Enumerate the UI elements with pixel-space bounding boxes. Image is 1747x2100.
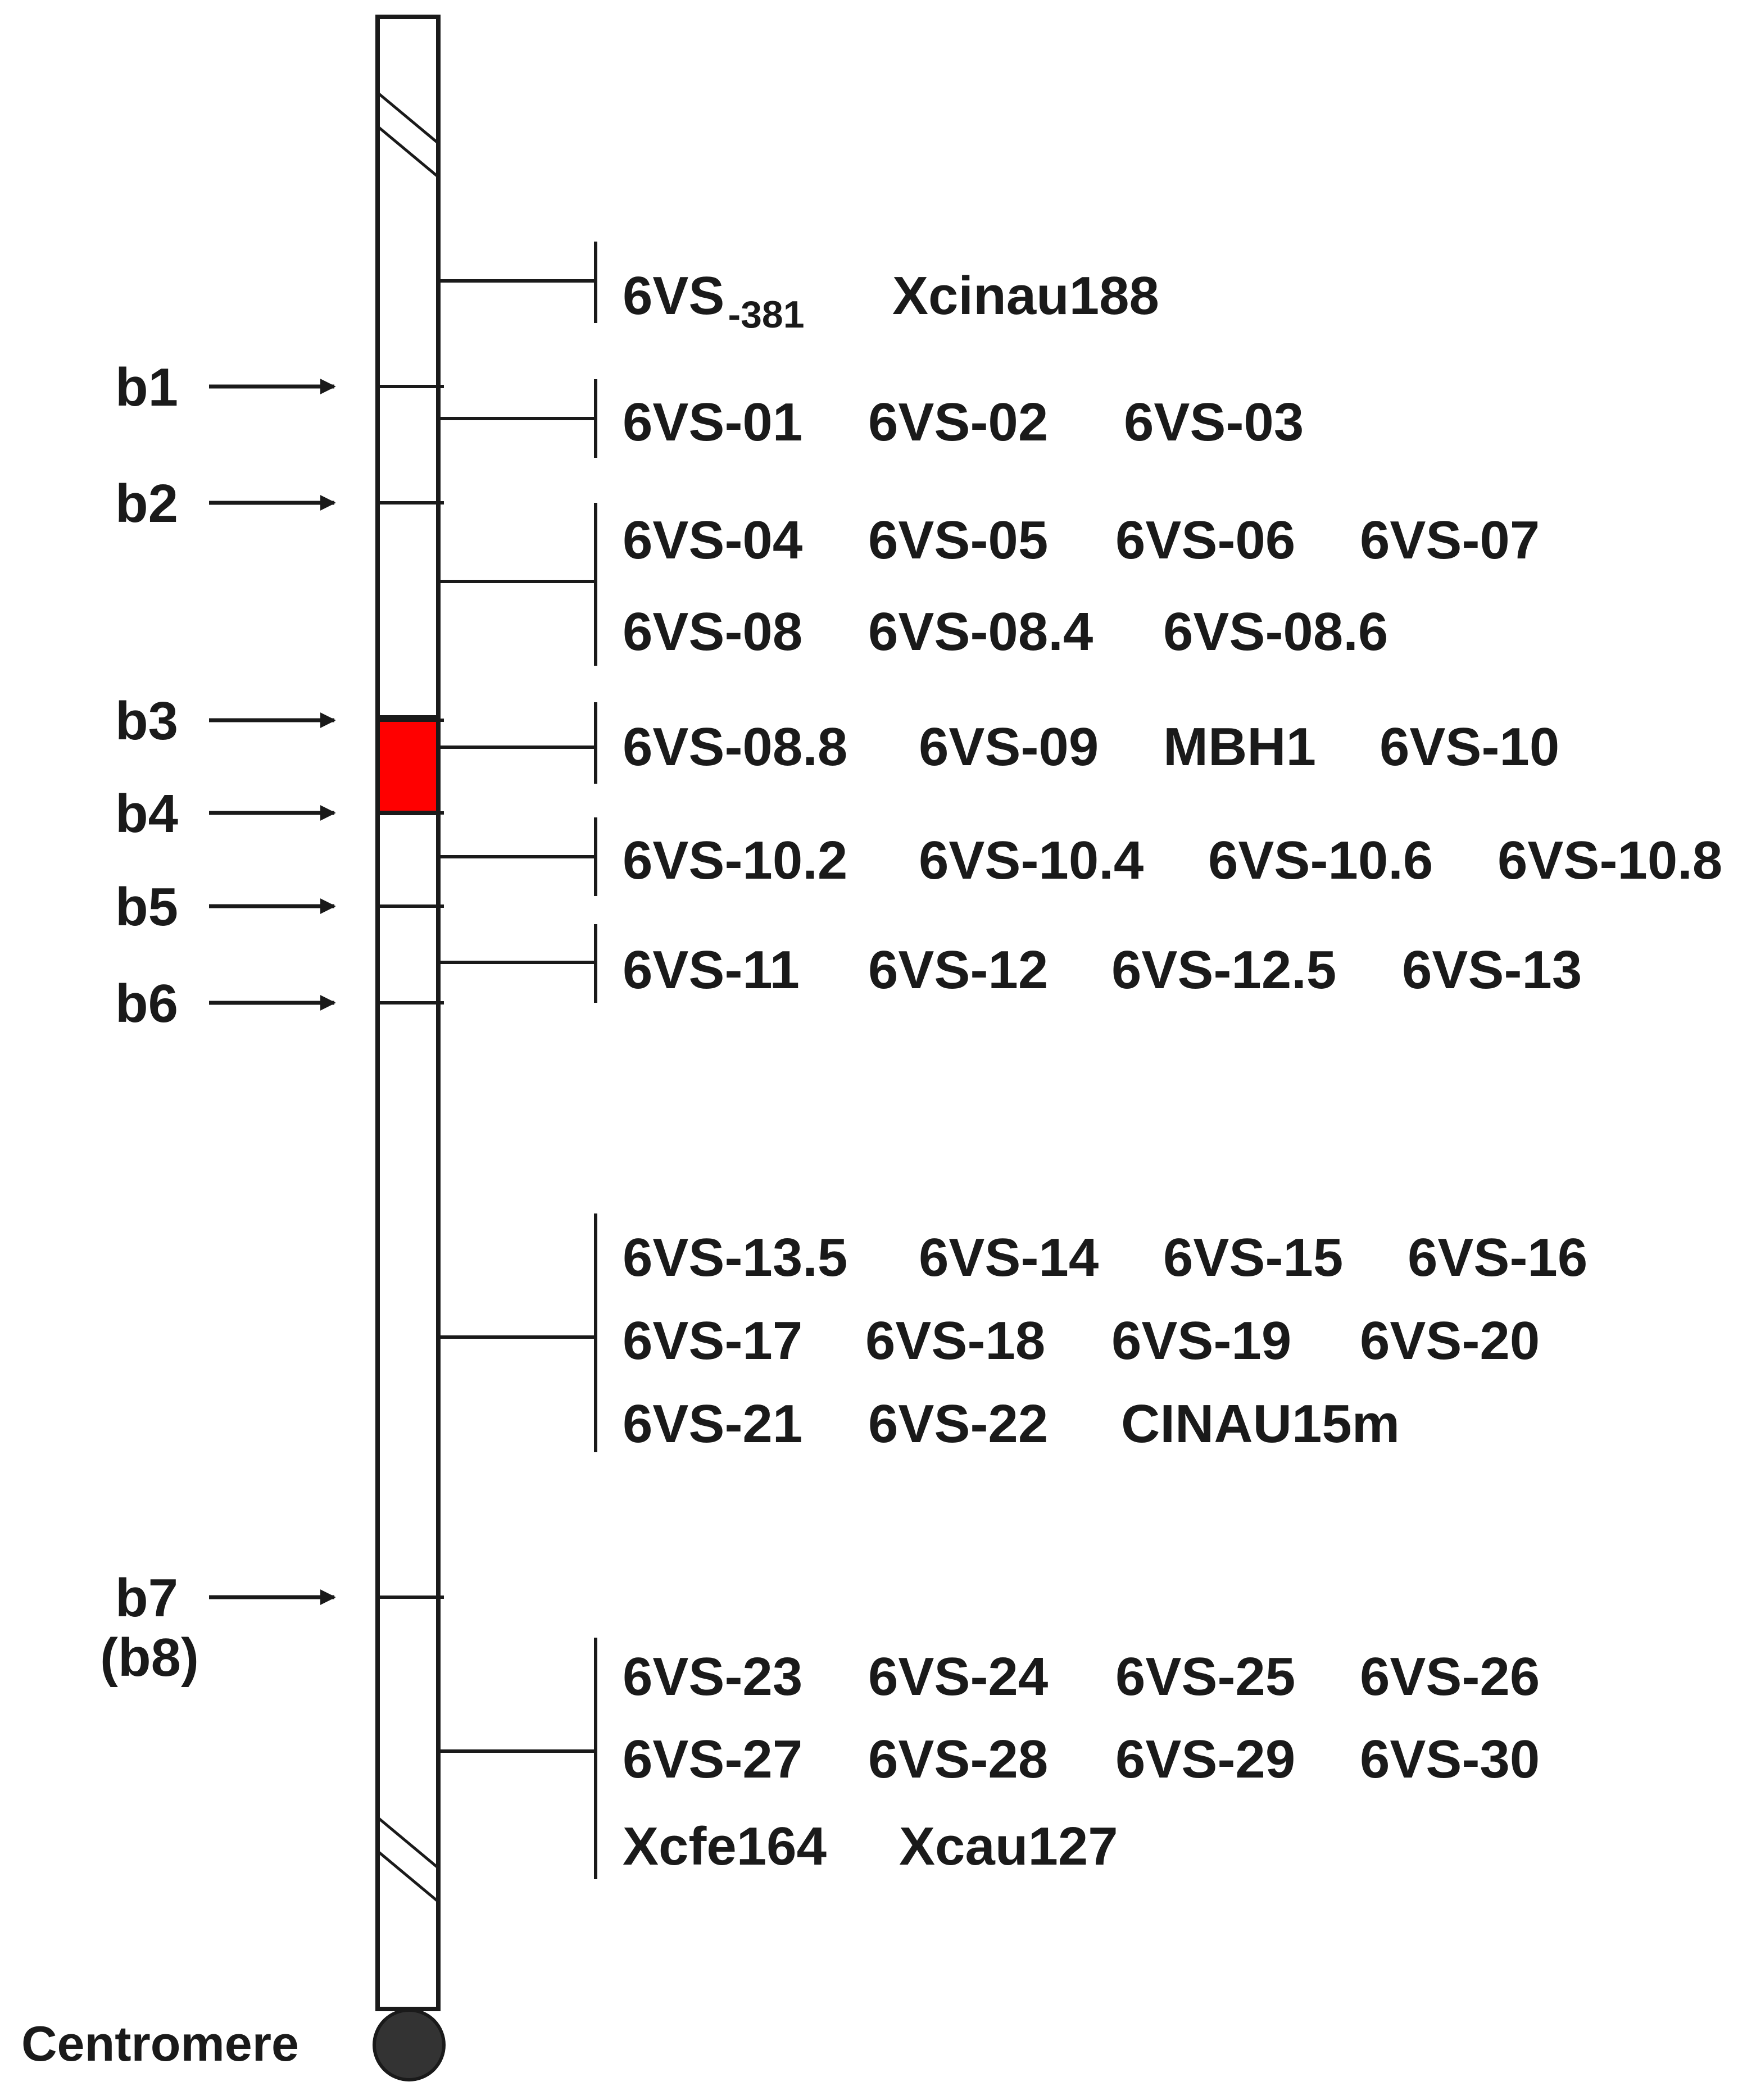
marker-group: 6VS-04 6VS-05 6VS-06 6VS-07 6VS-08 6VS-08.4 6V… bbox=[438, 503, 1540, 666]
marker-name: 6VS-19 bbox=[1111, 1311, 1291, 1371]
breakpoint-label: b5 bbox=[115, 877, 178, 937]
marker-name: 6VS-04 bbox=[623, 510, 802, 570]
marker-group: 6VS-08.8 6VS-09 MBH1 6VS-10 bbox=[438, 702, 1559, 784]
marker-name: 6VS-17 bbox=[623, 1311, 802, 1371]
breakpoint-ticks bbox=[378, 385, 444, 1599]
marker-name: 6VS-20 bbox=[1360, 1311, 1540, 1371]
marker-name: 6VS-12 bbox=[868, 940, 1048, 1000]
marker-name: 6VS-08.4 bbox=[868, 602, 1093, 662]
marker-name: 6VS-13.5 bbox=[623, 1228, 847, 1288]
marker-name: 6VS-30 bbox=[1360, 1729, 1540, 1789]
marker-name: 6VS-28 bbox=[868, 1729, 1048, 1789]
marker-group: 6VS-10.2 6VS-10.4 6VS-10.6 6VS-10.8 bbox=[438, 817, 1722, 896]
breakpoint-label: b1 bbox=[115, 357, 178, 417]
marker-group: 6VS-01 6VS-02 6VS-03 bbox=[438, 379, 1304, 458]
marker-name: Xcinau188 bbox=[892, 266, 1159, 326]
marker-name: 6VS-07 bbox=[1360, 510, 1540, 570]
marker-group: 6VS-11 6VS-12 6VS-12.5 6VS-13 bbox=[438, 924, 1582, 1003]
marker-name: 6VS-10 bbox=[1380, 717, 1559, 777]
marker-name: 6VS-02 bbox=[868, 392, 1048, 452]
centromere-label: Centromere bbox=[21, 2016, 299, 2071]
marker-name: 6VS-12.5 bbox=[1111, 940, 1336, 1000]
marker-name: 6VS-18 bbox=[865, 1311, 1045, 1371]
marker-name: 6VS-26 bbox=[1360, 1647, 1540, 1707]
marker-name: 6VS-27 bbox=[623, 1729, 802, 1789]
break-marks-bottom bbox=[376, 1816, 439, 1903]
breakpoint-b1: b1 bbox=[115, 357, 336, 417]
marker-name: CINAU15m bbox=[1121, 1394, 1400, 1454]
breakpoint-sublabel: (b8) bbox=[100, 1628, 199, 1688]
marker-name: 6VS-24 bbox=[868, 1647, 1048, 1707]
marker-group: 6VS-13.5 6VS-14 6VS-15 6VS-16 6VS-17 6VS-18 6V… bbox=[438, 1213, 1587, 1454]
marker-name: 6VS-08.8 bbox=[623, 717, 847, 777]
marker-name: 6VS-10.4 bbox=[919, 830, 1144, 890]
breakpoint-labels: b1 b2 b3 b4 b5 b6 b7(b8) bbox=[100, 357, 336, 1688]
marker-name: 6VS-14 bbox=[919, 1228, 1099, 1288]
marker-name: 6VS-10.8 bbox=[1498, 830, 1722, 890]
breakpoint-b3: b3 bbox=[115, 691, 336, 751]
marker-name: 6VS-11 bbox=[623, 940, 800, 1000]
breakpoint-b5: b5 bbox=[115, 877, 336, 937]
breakpoint-b6: b6 bbox=[115, 974, 336, 1034]
marker-name: 6VS-01 bbox=[623, 392, 802, 452]
breakpoint-b7: b7(b8) bbox=[100, 1568, 336, 1688]
marker-name: 6VS-09 bbox=[919, 717, 1099, 777]
breakpoint-label: b3 bbox=[115, 691, 178, 751]
marker-name: 6VS-06 bbox=[1115, 510, 1295, 570]
marker-name: 6VS-15 bbox=[1163, 1228, 1343, 1288]
breakpoint-b2: b2 bbox=[115, 474, 336, 534]
marker-name: 6VS-10.6 bbox=[1208, 830, 1433, 890]
marker-name: 6VS-23 bbox=[623, 1647, 802, 1707]
chromosome-arm bbox=[375, 15, 441, 2011]
highlighted-bin bbox=[375, 715, 441, 815]
breakpoint-label: b7 bbox=[115, 1568, 178, 1628]
marker-name: 6VS-08 bbox=[623, 602, 802, 662]
marker-name: 6VS-10.2 bbox=[623, 830, 847, 890]
break-marks-top bbox=[376, 92, 439, 178]
breakpoint-b4: b4 bbox=[115, 784, 336, 844]
breakpoint-label: b6 bbox=[115, 974, 178, 1034]
marker-name: 6VS-03 bbox=[1124, 392, 1304, 452]
marker-name: 6VS-381 bbox=[623, 266, 805, 336]
marker-name: 6VS-21 bbox=[623, 1394, 802, 1454]
marker-name: Xcfe164 bbox=[623, 1816, 827, 1876]
marker-name: 6VS-13 bbox=[1402, 940, 1582, 1000]
centromere bbox=[373, 2008, 446, 2081]
marker-name: Xcau127 bbox=[899, 1816, 1118, 1876]
breakpoint-label: b2 bbox=[115, 474, 178, 534]
marker-group: 6VS-23 6VS-24 6VS-25 6VS-26 6VS-27 6VS-28 6VS-… bbox=[438, 1638, 1540, 1879]
marker-name: 6VS-22 bbox=[868, 1394, 1048, 1454]
marker-name: 6VS-29 bbox=[1115, 1729, 1295, 1789]
marker-groups: 6VS-381 Xcinau188 6VS-01 6VS-02 6VS-03 6VS-04… bbox=[438, 242, 1722, 1879]
marker-name: 6VS-08.6 bbox=[1163, 602, 1388, 662]
breakpoint-label: b4 bbox=[115, 784, 178, 844]
marker-name: MBH1 bbox=[1163, 717, 1316, 777]
marker-group: 6VS-381 Xcinau188 bbox=[438, 242, 1159, 336]
chromosome: Centromere bbox=[21, 15, 446, 2081]
marker-name: 6VS-25 bbox=[1115, 1647, 1295, 1707]
marker-name: 6VS-05 bbox=[868, 510, 1048, 570]
marker-name: 6VS-16 bbox=[1408, 1228, 1587, 1288]
